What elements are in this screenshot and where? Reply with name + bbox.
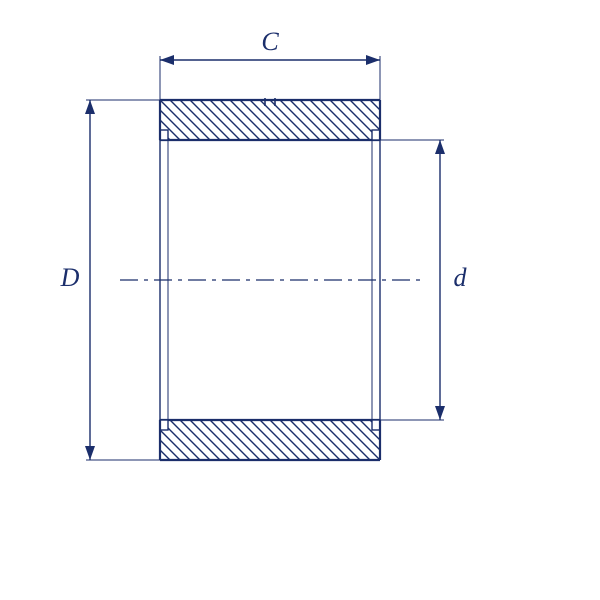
- label-d: d: [454, 263, 468, 292]
- bearing-cross-section-diagram: C Dd: [0, 0, 600, 600]
- label-D: D: [60, 263, 80, 292]
- label-C: C: [261, 27, 279, 56]
